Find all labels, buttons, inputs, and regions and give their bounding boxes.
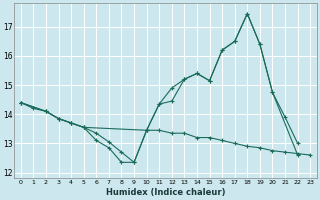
- X-axis label: Humidex (Indice chaleur): Humidex (Indice chaleur): [106, 188, 225, 197]
